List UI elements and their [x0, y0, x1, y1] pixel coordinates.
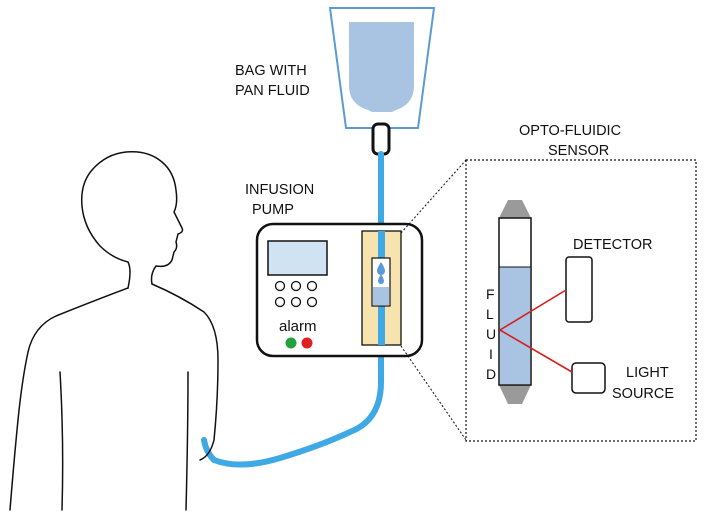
led-green	[285, 337, 297, 349]
bag-label-line2: PAN FLUID	[235, 83, 310, 99]
led-red	[301, 337, 313, 349]
patient-silhouette	[9, 150, 219, 511]
pump-screen	[267, 240, 328, 276]
bag-outline	[328, 7, 436, 129]
detector-label: DETECTOR	[573, 237, 653, 253]
arm-inner-right	[185, 371, 189, 511]
keypad-button[interactable]	[306, 296, 318, 308]
fluid-letter-i: I	[489, 346, 493, 362]
sensor-fluid	[500, 267, 530, 384]
bag-connector	[371, 122, 391, 156]
pump-keypad	[274, 280, 318, 308]
keypad-button[interactable]	[274, 280, 286, 292]
fluid-letter-d: D	[486, 366, 496, 382]
zoom-lines	[400, 159, 467, 441]
fluid-letter-f: F	[486, 286, 495, 302]
bag-label-line1: BAG WITH	[235, 63, 307, 79]
light-beam-to-detector	[499, 289, 567, 331]
sensor-title-line1: OPTO-FLUIDIC	[519, 123, 621, 139]
sensor-title-line2: SENSOR	[548, 143, 609, 159]
infusion-pump: alarm	[255, 222, 424, 358]
light-source-box	[571, 362, 606, 394]
light-beam-from-source	[499, 329, 573, 373]
water-drop-icon	[378, 274, 384, 284]
iv-bag	[328, 7, 436, 156]
keypad-button[interactable]	[306, 280, 318, 292]
keypad-button[interactable]	[290, 280, 302, 292]
arm-inner-left	[59, 371, 64, 511]
water-drop-icon	[377, 262, 385, 275]
bag-fluid	[349, 22, 414, 112]
sensor-bottom-connector	[499, 385, 531, 404]
zoom-line-bottom	[400, 345, 467, 441]
zoom-line-top	[400, 159, 467, 234]
drip-chamber-fluid	[373, 287, 389, 305]
fluid-letter-l: L	[486, 306, 494, 322]
body-outline-left	[9, 287, 129, 511]
fluid-letter-u: U	[486, 326, 496, 342]
pump-label-line1: INFUSION	[245, 182, 314, 198]
head-outline	[80, 150, 184, 289]
alarm-label: alarm	[279, 318, 317, 335]
sensor-top-connector	[499, 200, 531, 218]
body-outline-right	[151, 283, 219, 461]
keypad-button[interactable]	[290, 296, 302, 308]
pump-label-line2: PUMP	[252, 202, 294, 218]
detector-box	[565, 256, 593, 323]
keypad-button[interactable]	[274, 296, 286, 308]
sensor-inset: F L U I D DETECTOR LIGHT SOURCE	[465, 159, 697, 442]
light-source-label-line2: SOURCE	[612, 386, 674, 402]
light-source-label-line1: LIGHT	[626, 365, 669, 381]
tube-pump-to-patient	[201, 347, 384, 468]
